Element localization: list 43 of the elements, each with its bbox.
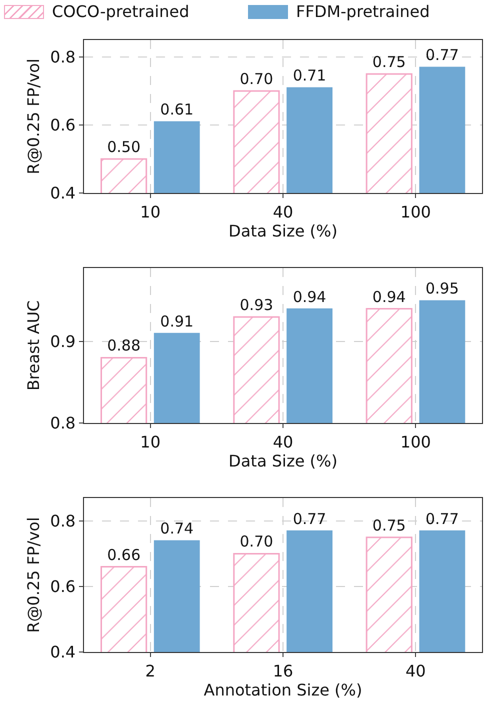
data-label: 0.94	[372, 288, 406, 306]
data-label: 0.70	[240, 70, 274, 88]
x-axis-title: Data Size (%)	[228, 451, 338, 470]
data-label: 0.70	[240, 532, 274, 551]
data-label: 0.88	[107, 336, 141, 355]
y-tick-label: 0.4	[50, 642, 76, 662]
x-tick-label: 100	[400, 202, 431, 222]
y-tick-label: 0.6	[50, 116, 76, 135]
y-axis-title: Breast AUC	[24, 300, 44, 391]
data-label: 0.77	[292, 510, 326, 528]
x-tick-label: 40	[272, 202, 294, 222]
y-tick-label: 0.6	[50, 577, 76, 596]
x-tick-label: 40	[405, 661, 426, 680]
data-label: 0.74	[160, 520, 194, 538]
x-tick-label: 10	[140, 202, 161, 222]
legend-label: FFDM-pretrained	[296, 2, 430, 21]
data-label: 0.94	[292, 288, 326, 306]
data-label: 0.75	[372, 53, 406, 71]
x-tick-label: 10	[140, 432, 161, 452]
data-label: 0.71	[292, 66, 326, 85]
x-tick-label: 100	[400, 432, 431, 452]
y-axis-title: R@0.25 FP/vol	[24, 517, 44, 633]
y-tick-label: 0.8	[50, 48, 76, 67]
data-label: 0.77	[425, 510, 459, 528]
x-tick-label: 2	[145, 661, 156, 680]
x-tick-label: 40	[272, 432, 294, 452]
y-tick-label: 0.8	[50, 414, 76, 433]
y-tick-label: 0.4	[50, 184, 76, 203]
y-axis-title: R@0.25 FP/vol	[24, 58, 44, 174]
legend-label: COCO-pretrained	[52, 2, 190, 21]
x-axis-title: Annotation Size (%)	[204, 680, 362, 700]
x-axis-title: Data Size (%)	[228, 221, 338, 240]
data-label: 0.93	[240, 296, 274, 314]
data-label: 0.50	[107, 138, 141, 156]
x-tick-label: 16	[272, 661, 294, 680]
data-label: 0.61	[160, 100, 194, 119]
y-tick-label: 0.8	[50, 512, 76, 531]
data-label: 0.91	[160, 312, 194, 330]
data-label: 0.75	[372, 516, 406, 534]
data-label: 0.77	[425, 46, 459, 64]
data-label: 0.66	[107, 546, 141, 564]
data-label: 0.95	[425, 280, 459, 298]
y-tick-label: 0.9	[50, 332, 76, 352]
